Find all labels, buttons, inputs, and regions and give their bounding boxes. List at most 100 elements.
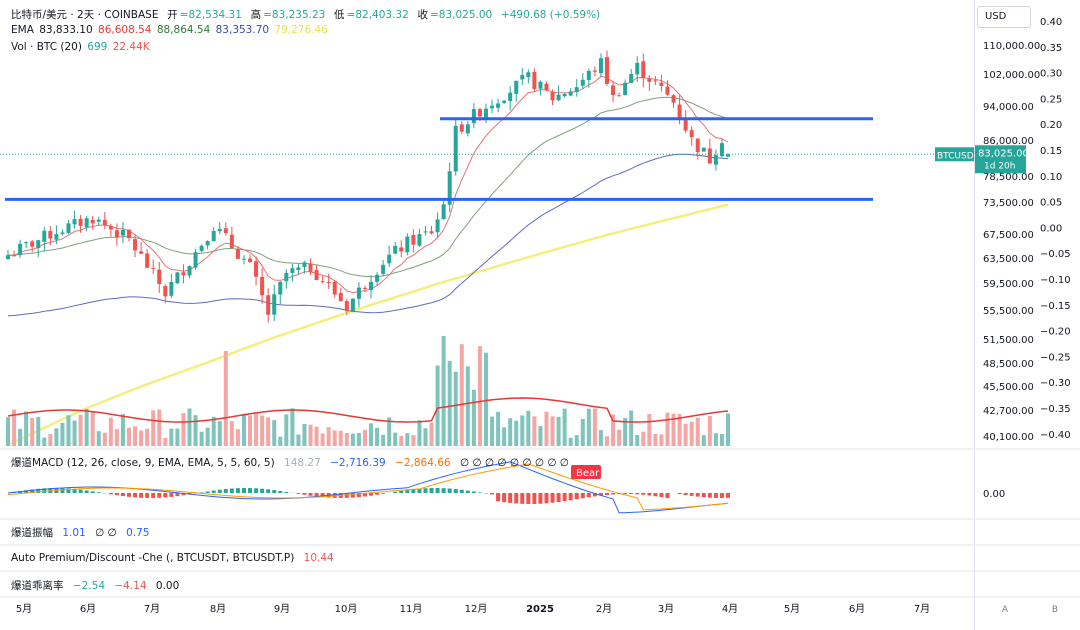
volume-bar <box>477 346 482 446</box>
macd-title: 爆道MACD (12, 26, close, 9, EMA, EMA, 5, 5… <box>11 457 275 469</box>
price-tick-label: 48,500.00 <box>983 359 1034 370</box>
macd-zero-label: 0.00 <box>983 489 1005 500</box>
macd-histogram-bar <box>163 493 168 498</box>
ema-legend[interactable]: EMA 83,833.10 86,608.54 88,864.54 83,353… <box>11 24 330 36</box>
macd-histogram-bar <box>701 493 706 498</box>
auto-scale-button[interactable]: A <box>1001 605 1009 615</box>
volume-bar <box>586 408 591 446</box>
volume-bar <box>671 413 676 446</box>
macd-histogram-bar <box>72 488 77 493</box>
oscillator-tick-label: −0.15 <box>1040 301 1071 312</box>
candle-body <box>199 245 204 252</box>
candle-body <box>308 263 313 272</box>
candle-body <box>635 62 640 75</box>
macd-histogram-bar <box>356 493 361 498</box>
log-scale-button[interactable]: B <box>1051 605 1059 615</box>
premium-legend[interactable]: Auto Premium/Discount -Che (, BTCUSDT, B… <box>11 552 334 564</box>
volume-legend[interactable]: Vol · BTC (20) 699 22.44K <box>11 41 152 53</box>
candle-body <box>411 234 416 245</box>
time-tick-label: 3月 <box>658 603 674 615</box>
macd-histogram-bar <box>393 491 398 493</box>
volume-bar <box>641 431 646 446</box>
candle-body <box>369 281 374 291</box>
macd-histogram-bar <box>580 493 585 499</box>
candle-body <box>284 272 289 282</box>
volume-bar <box>223 351 228 446</box>
candle-body <box>611 85 616 95</box>
macd-histogram-bar <box>562 493 567 502</box>
volume-bar <box>260 415 265 446</box>
volume-bar <box>719 433 724 446</box>
symbol-title[interactable]: 比特币/美元 · 2天 · COINBASE <box>11 9 159 21</box>
macd-histogram-bar <box>302 493 307 495</box>
candle-body <box>465 124 470 134</box>
macd-histogram-bar <box>653 493 658 497</box>
volume-bar <box>308 424 313 446</box>
deviation-value-3: 0.00 <box>155 580 180 592</box>
candle-body <box>393 245 398 254</box>
macd-histogram-bar <box>133 493 138 498</box>
high-value: =83,235.23 <box>263 9 326 21</box>
volume-bar <box>695 417 700 446</box>
candle-body <box>502 100 507 104</box>
countdown-tag: 1d 20h <box>984 161 1015 171</box>
candle-body <box>508 92 513 101</box>
macd-histogram-bar <box>568 493 573 501</box>
volume-bar <box>139 430 144 446</box>
oscillator-tick-label: −0.25 <box>1040 352 1071 363</box>
oscillator-tick-label: −0.20 <box>1040 327 1071 338</box>
currency-button[interactable]: USD <box>977 6 1031 28</box>
deviation-title: 爆道乖离率 <box>11 580 64 592</box>
macd-histogram-bar <box>308 493 313 496</box>
macd-histogram-bar <box>417 488 422 493</box>
macd-histogram-bar <box>151 493 156 498</box>
time-tick-label: 12月 <box>465 603 488 615</box>
macd-histogram-bar <box>205 491 210 493</box>
deviation-legend[interactable]: 爆道乖离率 −2.54 −4.14 0.00 <box>11 578 179 593</box>
time-tick-label: 5月 <box>784 603 800 615</box>
candle-body <box>12 255 17 257</box>
macd-histogram-bar <box>556 493 561 503</box>
macd-histogram-bar <box>574 493 579 500</box>
volume-bar <box>701 435 706 446</box>
candle-body <box>435 219 440 233</box>
price-tick-label: 102,000.00 <box>983 70 1040 81</box>
price-tick-label: 67,500.00 <box>983 230 1034 241</box>
oscillator-legend[interactable]: 爆道振幅 1.01 ∅ ∅ 0.75 <box>11 525 149 540</box>
volume-bar <box>127 427 132 446</box>
volume-bar <box>272 420 277 446</box>
volume-bar <box>145 428 150 446</box>
candle-body <box>665 86 670 95</box>
oscillator-tick-label: 0.10 <box>1040 172 1062 183</box>
time-tick-label: 6月 <box>80 603 96 615</box>
candle-body <box>490 105 495 109</box>
volume-bar <box>556 416 561 446</box>
candle-body <box>356 287 361 299</box>
volume-bar <box>157 409 162 446</box>
macd-histogram-bar <box>66 488 71 493</box>
macd-histogram-bar <box>369 493 374 496</box>
candle-body <box>544 83 549 91</box>
volume-bar <box>175 428 180 446</box>
macd-legend[interactable]: 爆道MACD (12, 26, close, 9, EMA, EMA, 5, 5… <box>11 455 569 470</box>
volume-bar <box>659 434 664 446</box>
volume-bar <box>568 437 573 446</box>
macd-histogram-bar <box>266 489 271 493</box>
candle-body <box>629 74 634 83</box>
volume-bar <box>6 417 10 446</box>
candle-body <box>598 58 603 74</box>
candle-body <box>713 155 718 165</box>
candle-body <box>683 119 688 131</box>
volume-bar <box>375 427 380 446</box>
ema-green-line <box>7 96 729 278</box>
macd-histogram-bar <box>411 489 416 493</box>
macd-histogram-bar <box>114 493 119 496</box>
candle-body <box>187 266 192 276</box>
candle-body <box>260 276 265 296</box>
macd-histogram-bar <box>502 493 507 503</box>
macd-histogram-bar <box>677 493 682 495</box>
candle-body <box>677 104 682 119</box>
volume-bar <box>653 433 658 446</box>
volume-bar <box>314 426 319 446</box>
